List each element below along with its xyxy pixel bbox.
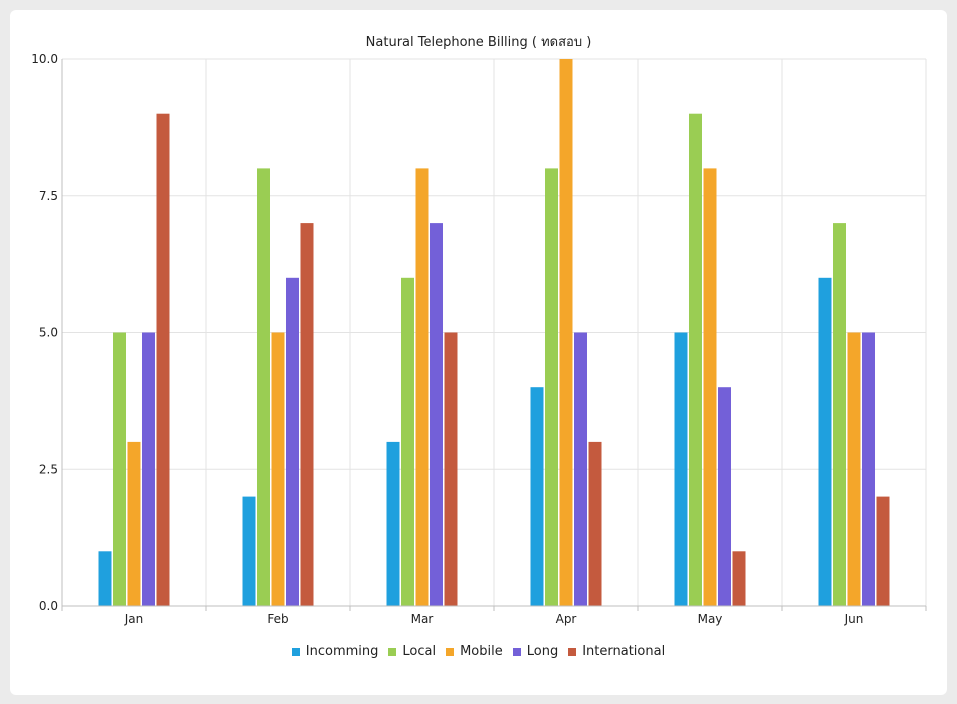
bar-incomming-may	[674, 332, 688, 606]
bar-international-mar	[444, 332, 458, 606]
bar-international-jan	[156, 113, 170, 606]
x-tick-label: May	[698, 612, 723, 626]
x-tick-label: Jun	[844, 612, 864, 626]
legend-label: International	[582, 644, 666, 659]
bar-international-apr	[588, 441, 602, 606]
bar-mobile-may	[703, 168, 717, 606]
y-tick-label: 5.0	[39, 326, 58, 340]
bars	[98, 59, 890, 606]
bar-mobile-jun	[847, 332, 861, 606]
legend-swatch	[568, 647, 577, 656]
legend-item-incomming[interactable]: Incomming	[291, 644, 379, 659]
legend-swatch	[512, 647, 521, 656]
legend-swatch	[291, 647, 300, 656]
axes: 0.0 2.5 5.0 7.5 10.0 Jan Feb Mar Apr May Jun	[31, 52, 927, 626]
bar-mobile-feb	[271, 332, 285, 606]
bar-mobile-apr	[559, 59, 573, 606]
bar-mobile-mar	[415, 168, 429, 606]
legend-label: Local	[402, 644, 437, 659]
bar-mobile-jan	[127, 441, 141, 606]
bar-incomming-jun	[818, 277, 832, 606]
legend: Incomming Local Mobile Long International	[0, 644, 957, 659]
y-tick-label: 0.0	[39, 599, 58, 613]
bar-long-may	[718, 387, 731, 606]
legend-swatch	[388, 647, 397, 656]
bar-local-may	[689, 113, 702, 606]
bar-local-jan	[113, 332, 126, 606]
bar-long-feb	[286, 277, 299, 606]
bar-long-jan	[142, 332, 155, 606]
legend-label: Mobile	[460, 644, 503, 659]
legend-item-international[interactable]: International	[568, 644, 665, 659]
legend-label: Incomming	[305, 644, 379, 659]
bar-local-apr	[545, 168, 558, 606]
x-tick-label: Jan	[124, 612, 144, 626]
y-tick-label: 2.5	[39, 462, 58, 476]
x-tick-label: Apr	[556, 612, 577, 626]
y-tick-label: 7.5	[39, 189, 58, 203]
bar-incomming-feb	[242, 496, 256, 606]
y-tick-label: 10.0	[31, 52, 58, 66]
bar-local-mar	[401, 277, 414, 606]
legend-label: Long	[526, 644, 559, 659]
bar-local-jun	[833, 223, 846, 606]
bar-international-feb	[300, 223, 314, 606]
bar-long-apr	[574, 332, 587, 606]
legend-swatch	[446, 647, 455, 656]
bar-long-jun	[862, 332, 875, 606]
grid	[61, 58, 927, 607]
bar-incomming-jan	[98, 551, 112, 606]
legend-item-local[interactable]: Local	[388, 644, 436, 659]
bar-incomming-mar	[386, 441, 400, 606]
legend-item-long[interactable]: Long	[512, 644, 559, 659]
bar-international-jun	[876, 496, 890, 606]
bar-long-mar	[430, 223, 443, 606]
bar-incomming-apr	[530, 387, 544, 606]
bar-international-may	[732, 551, 746, 606]
x-tick-label: Feb	[267, 612, 288, 626]
chart-title: Natural Telephone Billing ( ทดสอบ )	[365, 35, 592, 50]
legend-item-mobile[interactable]: Mobile	[446, 644, 503, 659]
bar-local-feb	[257, 168, 270, 606]
x-tick-label: Mar	[411, 612, 434, 626]
